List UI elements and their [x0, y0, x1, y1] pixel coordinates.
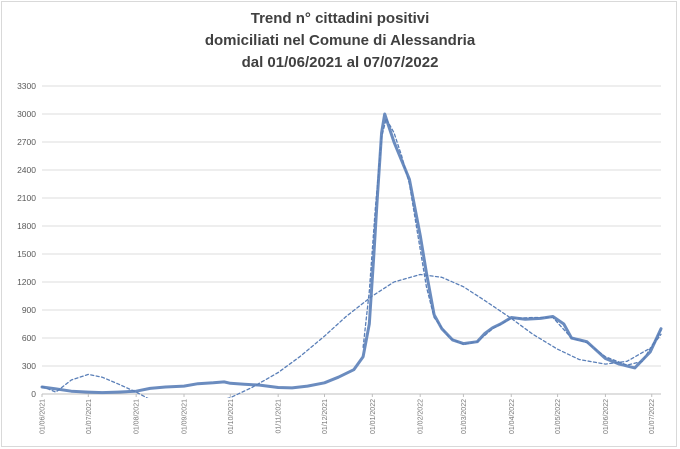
chart-title-line-2: domiciliati nel Comune di Alessandria [204, 32, 476, 49]
y-tick-label: 0 [31, 389, 36, 399]
x-tick-label: 01/02/2022 [418, 399, 425, 434]
y-tick-label: 3000 [17, 109, 36, 119]
y-tick-label: 3300 [17, 81, 36, 91]
y-tick-label: 2700 [17, 137, 36, 147]
x-tick-label: 01/03/2022 [461, 399, 468, 434]
x-tick-label: 01/07/2021 [86, 399, 93, 434]
series-group [40, 112, 663, 398]
y-tick-label: 600 [22, 333, 36, 343]
series-line-actual [40, 112, 663, 395]
y-tick-label: 1500 [17, 249, 36, 259]
x-tick-label: 01/11/2021 [276, 399, 283, 434]
x-tick-label: 01/01/2022 [370, 399, 377, 434]
y-tick-label: 900 [22, 305, 36, 315]
x-tick-label: 01/09/2021 [182, 399, 189, 434]
chart-title-line-1: Trend n° cittadini positivi [250, 10, 430, 27]
y-tick-label: 300 [22, 361, 36, 371]
chart-title-line-3: dal 01/06/2021 al 07/07/2022 [241, 54, 439, 71]
x-tick-label: 01/05/2022 [555, 399, 562, 434]
x-tick-label: 01/10/2021 [228, 399, 235, 434]
y-tick-label: 2400 [17, 165, 36, 175]
series-line-trend-2 [362, 118, 662, 366]
x-tick-label: 01/12/2021 [322, 399, 329, 434]
series-line-trend-1 [41, 273, 662, 398]
y-tick-label: 1200 [17, 277, 36, 287]
y-tick-label: 1800 [17, 221, 36, 231]
gridlines [42, 85, 661, 367]
x-tick-label: 01/07/2022 [649, 399, 656, 434]
chart-title: Trend n° cittadini positivi domiciliati … [0, 8, 680, 74]
x-tick-label: 01/08/2021 [134, 399, 141, 434]
y-tick-label: 2100 [17, 193, 36, 203]
x-tick-label: 01/06/2021 [40, 399, 47, 434]
x-tick-label: 01/04/2022 [509, 399, 516, 434]
y-axis: 0 300 600 900 1200 1500 1800 2100 2400 2700 3000 33… [17, 81, 36, 399]
x-tick-label: 01/06/2022 [603, 399, 610, 434]
x-axis: 01/06/2021 01/07/2021 01/08/2021 01/09/2021… [40, 393, 661, 434]
